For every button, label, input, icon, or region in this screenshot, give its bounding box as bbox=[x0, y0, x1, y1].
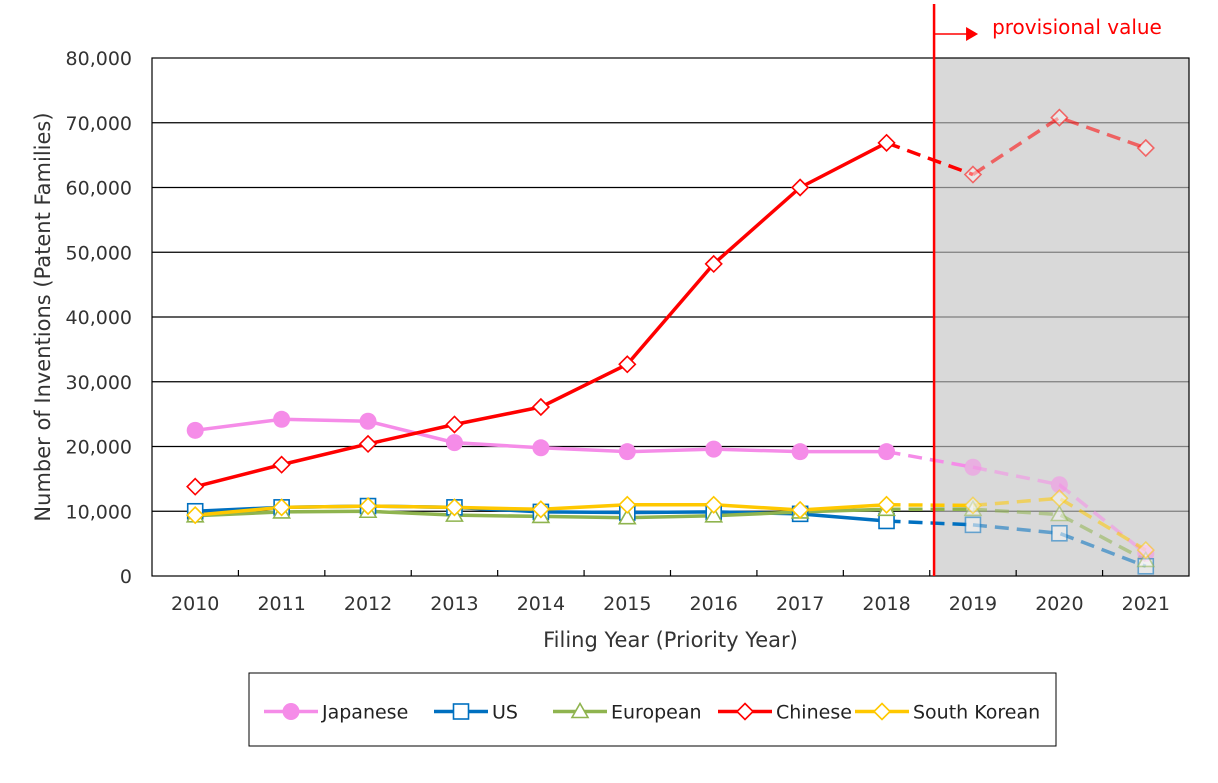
south-korean-line-dashed bbox=[886, 503, 973, 508]
y-tick-label: 80,000 bbox=[66, 48, 132, 70]
chinese-line-provisional bbox=[971, 115, 1147, 177]
chinese-point-2014 bbox=[531, 397, 551, 417]
legend-label: European bbox=[611, 702, 702, 724]
y-tick-label: 40,000 bbox=[66, 307, 132, 329]
japanese-point-2011 bbox=[273, 410, 291, 428]
x-tick-label: 2012 bbox=[344, 593, 392, 615]
legend-swatch-marker bbox=[570, 701, 590, 719]
south-korean-point-2013 bbox=[445, 498, 464, 517]
x-tick-label: 2020 bbox=[1035, 593, 1083, 615]
x-tick-label: 2017 bbox=[776, 593, 824, 615]
south-korean-point-2018 bbox=[877, 495, 896, 514]
japanese-line-dashed bbox=[886, 449, 974, 469]
chinese-point-2015 bbox=[618, 355, 637, 374]
chinese-line-dashed bbox=[885, 141, 974, 177]
legend-item-south-korean: South Korean bbox=[855, 702, 1040, 724]
legend-swatch-marker bbox=[735, 702, 755, 721]
y-tick-label: 20,000 bbox=[66, 437, 132, 459]
south-korean-point-2016 bbox=[704, 495, 723, 514]
chinese-point-2018 bbox=[877, 133, 896, 152]
japanese-point-2018 bbox=[878, 443, 896, 461]
chinese-line bbox=[194, 141, 888, 489]
x-axis-title: Filing Year (Priority Year) bbox=[543, 628, 798, 652]
chinese-point-2020 bbox=[1050, 108, 1069, 127]
chinese-point-2017 bbox=[790, 178, 810, 197]
south-korean-point-2021 bbox=[1136, 540, 1155, 560]
y-tick-label: 0 bbox=[120, 566, 132, 588]
x-tick-label: 2019 bbox=[949, 593, 997, 615]
us-line-provisional bbox=[972, 523, 1147, 568]
legend-swatch-marker bbox=[452, 703, 470, 720]
south-korean-point-2010 bbox=[186, 506, 205, 525]
legend-swatch-marker bbox=[872, 702, 892, 721]
japanese-point-2013 bbox=[445, 434, 463, 452]
x-tick-label: 2013 bbox=[430, 593, 478, 615]
y-tick-label: 10,000 bbox=[66, 501, 132, 523]
x-tick-label: 2011 bbox=[257, 593, 305, 615]
european-point-2016 bbox=[704, 506, 724, 523]
japanese-point-2012 bbox=[359, 412, 377, 430]
legend-label: Chinese bbox=[776, 702, 852, 724]
south-korean-point-2017 bbox=[790, 500, 810, 520]
provisional-annotation: provisional value bbox=[992, 15, 1162, 39]
chinese-point-2011 bbox=[272, 455, 291, 474]
chinese-point-2012 bbox=[358, 434, 378, 454]
legend-label: South Korean bbox=[913, 702, 1040, 724]
chinese-point-2013 bbox=[445, 415, 464, 434]
japanese-point-2015 bbox=[618, 443, 636, 461]
european-line-provisional bbox=[972, 507, 1147, 563]
chinese-point-2021 bbox=[1136, 138, 1155, 158]
japanese-point-2017 bbox=[791, 443, 809, 461]
y-tick-label: 50,000 bbox=[66, 242, 132, 264]
chinese-point-2010 bbox=[186, 477, 205, 496]
south-korean-point-2014 bbox=[531, 500, 551, 519]
chinese-point-2019 bbox=[963, 165, 983, 184]
series-markers bbox=[185, 108, 1156, 575]
x-tick-label: 2010 bbox=[171, 593, 219, 615]
south-korean-line-provisional bbox=[972, 496, 1147, 552]
european-point-2021 bbox=[1136, 550, 1156, 568]
japanese-point-2016 bbox=[705, 440, 723, 458]
south-korean-point-2011 bbox=[272, 498, 291, 517]
legend-item-japanese: Japanese bbox=[264, 702, 408, 724]
japanese-point-2020 bbox=[1050, 476, 1068, 494]
x-tick-label: 2018 bbox=[862, 593, 910, 615]
legend-items: Japanese US European Chinese South Korean bbox=[264, 702, 1040, 724]
us-point-2020 bbox=[1051, 524, 1068, 542]
y-tick-label: 30,000 bbox=[66, 372, 132, 394]
x-tick-label: 2014 bbox=[517, 593, 565, 615]
legend bbox=[248, 672, 1057, 747]
y-tick-label: 60,000 bbox=[66, 178, 132, 200]
y-axis-ticks: 0 10,000 20,000 30,000 40,000 50,000 60,000 70,… bbox=[66, 48, 132, 588]
legend-item-us: US bbox=[434, 702, 518, 724]
us-point-2019 bbox=[964, 516, 982, 534]
south-korean-point-2019 bbox=[963, 496, 983, 515]
legend-label: US bbox=[492, 702, 518, 724]
x-tick-label: 2021 bbox=[1122, 593, 1170, 615]
legend-label: Japanese bbox=[321, 702, 408, 724]
south-korean-point-2015 bbox=[618, 495, 637, 514]
european-point-2015 bbox=[617, 508, 637, 525]
x-tick-label: 2016 bbox=[690, 593, 738, 615]
us-line-dashed bbox=[886, 519, 974, 527]
provisional-arrow-head bbox=[966, 27, 979, 41]
legend-item-european: European bbox=[553, 702, 702, 724]
japanese-point-2019 bbox=[964, 458, 982, 476]
south-korean-point-2020 bbox=[1050, 489, 1069, 508]
legend-item-chinese: Chinese bbox=[718, 702, 852, 724]
x-tick-label: 2015 bbox=[603, 593, 651, 615]
european-point-2020 bbox=[1049, 504, 1069, 522]
chinese-point-2016 bbox=[704, 254, 723, 274]
japanese-point-2014 bbox=[532, 439, 550, 457]
japanese-point-2010 bbox=[186, 421, 204, 439]
y-axis-title: Number of Inventions (Patent Families) bbox=[31, 112, 55, 521]
x-axis-ticks: 2010 2011 2012 2013 2014 2015 2016 2017 2018 2019… bbox=[171, 570, 1170, 615]
legend-swatch-marker bbox=[282, 703, 300, 720]
south-korean-point-2012 bbox=[358, 496, 378, 516]
y-tick-label: 70,000 bbox=[66, 113, 132, 135]
